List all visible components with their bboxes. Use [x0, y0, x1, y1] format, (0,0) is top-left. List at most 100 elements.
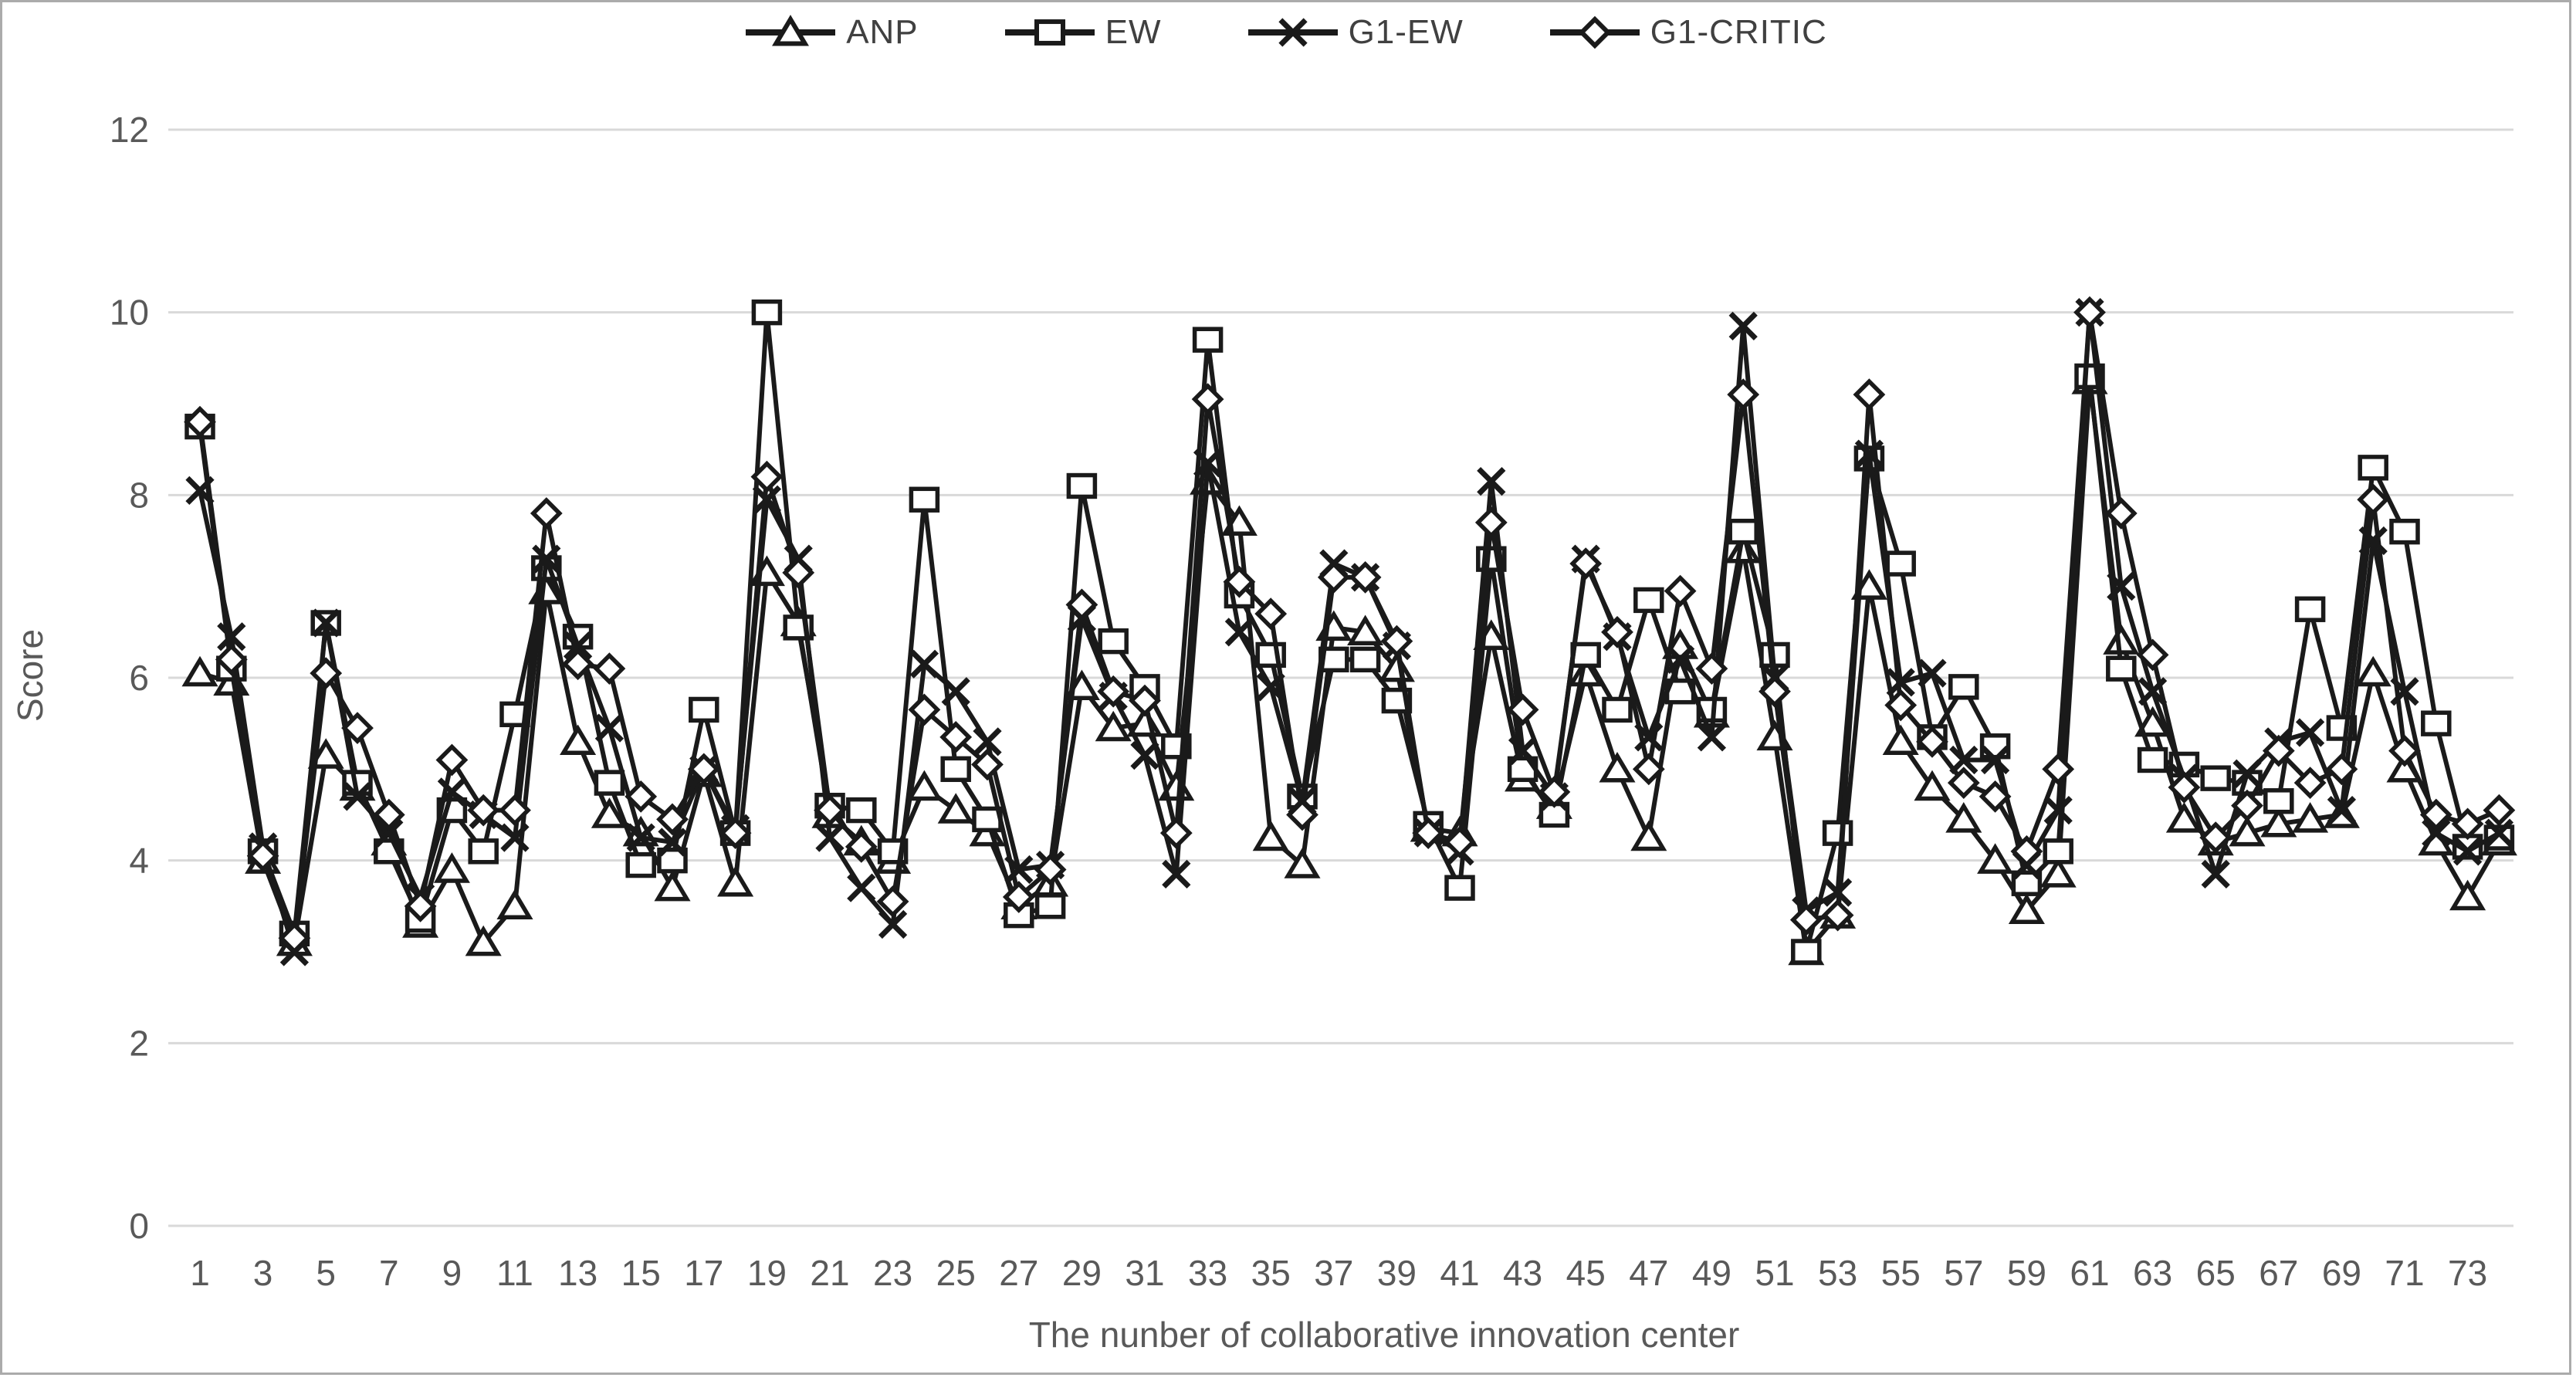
data-point-EW-17	[689, 696, 719, 723]
data-point-G1-EW-31	[1130, 740, 1159, 770]
data-point-G1-CRITIC-42	[1474, 506, 1508, 539]
data-point-G1-CRITIC-7	[372, 798, 405, 831]
data-point-G1-CRITIC-36	[1286, 798, 1318, 831]
legend-item-g1-critic: G1-CRITIC	[1549, 13, 1827, 52]
data-point-ANP-30	[1095, 710, 1132, 742]
y-tick-2: 2	[129, 1023, 149, 1063]
data-point-G1-CRITIC-35	[1254, 597, 1288, 631]
data-point-G1-CRITIC-49	[1695, 652, 1728, 685]
legend-label-g1-critic: G1-CRITIC	[1650, 13, 1827, 51]
data-point-G1-CRITIC-66	[2231, 789, 2263, 822]
data-point-EW-22	[846, 797, 877, 824]
data-point-ANP-46	[1599, 751, 1636, 783]
data-point-G1-CRITIC-60	[2042, 753, 2075, 786]
data-point-G1-CRITIC-6	[341, 712, 374, 744]
data-point-G1-CRITIC-48	[1664, 574, 1697, 608]
data-point-EW-60	[2043, 838, 2073, 865]
legend: ANP EW G1-EW G1-CRITIC	[2, 13, 2569, 52]
x-tick-63: 63	[2133, 1253, 2172, 1293]
x-tick-29: 29	[1062, 1253, 1102, 1293]
data-point-EW-38	[1349, 646, 1381, 673]
data-point-G1-CRITIC-57	[1947, 767, 1980, 799]
data-point-ANP-70	[2354, 655, 2392, 687]
data-point-EW-28	[1034, 893, 1066, 919]
x-tick-51: 51	[1755, 1253, 1794, 1293]
data-point-G1-CRITIC-51	[1759, 675, 1791, 708]
data-point-EW-15	[625, 851, 656, 878]
data-point-ANP-13	[560, 724, 597, 756]
x-tick-31: 31	[1125, 1253, 1164, 1293]
data-point-G1-CRITIC-25	[939, 721, 973, 753]
data-point-G1-EW-43	[1508, 736, 1538, 766]
data-point-G1-CRITIC-73	[2451, 807, 2484, 841]
data-point-G1-EW-5	[311, 608, 340, 638]
data-point-G1-CRITIC-43	[1506, 693, 1539, 726]
data-point-G1-CRITIC-56	[1916, 725, 1948, 758]
data-point-EW-24	[909, 486, 940, 513]
data-point-G1-CRITIC-9	[435, 743, 469, 777]
data-point-EW-57	[1948, 674, 1979, 700]
x-tick-65: 65	[2196, 1253, 2236, 1293]
x-marker-icon	[1247, 18, 1338, 47]
x-tick-67: 67	[2259, 1253, 2298, 1293]
triangle-marker-icon	[746, 15, 836, 46]
data-point-G1-EW-56	[1918, 658, 1947, 688]
data-point-G1-CRITIC-30	[1097, 675, 1130, 708]
data-point-G1-EW-15	[626, 823, 655, 852]
data-point-G1-EW-34	[1224, 618, 1254, 647]
x-tick-55: 55	[1881, 1253, 1921, 1293]
data-point-G1-CRITIC-28	[1034, 853, 1067, 886]
data-point-G1-CRITIC-4	[278, 922, 311, 955]
data-point-G1-EW-2	[217, 622, 246, 652]
data-point-G1-EW-50	[1728, 311, 1758, 341]
data-point-G1-EW-6	[343, 782, 372, 811]
data-point-EW-33	[1192, 327, 1224, 353]
data-point-G1-CRITIC-64	[2168, 771, 2201, 804]
data-point-G1-CRITIC-70	[2357, 483, 2390, 516]
y-tick-10: 10	[110, 293, 149, 333]
data-point-G1-CRITIC-31	[1129, 684, 1161, 717]
data-point-G1-CRITIC-52	[1789, 903, 1823, 936]
data-point-EW-19	[751, 299, 783, 326]
data-point-ANP-64	[2165, 802, 2202, 833]
data-point-EW-47	[1633, 587, 1664, 614]
data-point-G1-CRITIC-27	[1002, 881, 1035, 913]
data-point-G1-EW-74	[2484, 818, 2514, 848]
data-point-G1-CRITIC-63	[2136, 638, 2169, 672]
data-point-G1-CRITIC-16	[656, 803, 689, 836]
x-axis-tick-labels: 1 3 5 7 9 11 13 15 17 19 21 23 25 27 29 31 33 35 37 39 41 43 4…	[190, 1253, 2487, 1293]
x-tick-1: 1	[190, 1253, 210, 1293]
data-point-EW-53	[1822, 820, 1853, 846]
data-point-G1-CRITIC-29	[1065, 588, 1098, 621]
data-point-G1-EW-21	[815, 823, 845, 852]
x-tick-37: 37	[1314, 1253, 1353, 1293]
data-point-G1-EW-68	[2295, 718, 2325, 747]
gridlines	[168, 128, 2513, 1227]
data-point-ANP-66	[2229, 815, 2266, 847]
data-point-G1-CRITIC-54	[1853, 378, 1886, 411]
data-point-EW-67	[2263, 788, 2294, 814]
data-point-EW-70	[2358, 455, 2388, 481]
x-tick-25: 25	[936, 1253, 976, 1293]
data-point-ANP-45	[1567, 655, 1604, 687]
legend-label-g1-ew: G1-EW	[1348, 13, 1464, 51]
data-point-G1-EW-58	[1980, 745, 2010, 775]
data-point-G1-CRITIC-13	[561, 648, 594, 681]
x-tick-73: 73	[2448, 1253, 2487, 1293]
data-point-G1-EW-32	[1162, 859, 1191, 889]
x-tick-57: 57	[1944, 1253, 1983, 1293]
data-point-G1-EW-65	[2201, 859, 2230, 889]
data-point-ANP-38	[1347, 614, 1384, 646]
x-tick-71: 71	[2385, 1253, 2424, 1293]
x-tick-19: 19	[747, 1253, 787, 1293]
data-point-G1-CRITIC-39	[1380, 624, 1413, 658]
data-point-G1-CRITIC-34	[1223, 565, 1256, 598]
data-point-G1-CRITIC-58	[1979, 780, 2012, 813]
data-point-G1-CRITIC-65	[2199, 821, 2232, 854]
data-point-G1-CRITIC-61	[2073, 296, 2106, 329]
data-point-ANP-68	[2292, 802, 2329, 833]
data-point-ANP-56	[1914, 770, 1951, 801]
data-point-G1-EW-24	[909, 649, 939, 679]
data-point-EW-72	[2421, 710, 2452, 736]
data-point-G1-CRITIC-14	[593, 652, 626, 685]
